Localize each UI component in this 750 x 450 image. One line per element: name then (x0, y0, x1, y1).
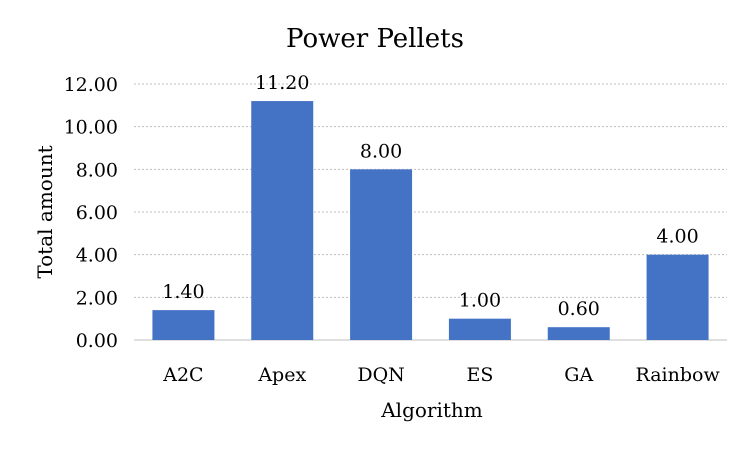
data-label: 8.00 (360, 140, 402, 162)
y-tick-label: 6.00 (76, 202, 118, 224)
y-tick-label: 8.00 (76, 159, 118, 181)
bar-rainbow (646, 254, 709, 340)
x-tick-label: A2C (162, 364, 203, 386)
data-label: 1.40 (162, 281, 204, 303)
y-tick-label: 0.00 (76, 330, 118, 352)
data-label: 1.00 (459, 290, 501, 312)
data-label: 4.00 (656, 226, 698, 248)
y-tick-label: 10.00 (64, 117, 118, 139)
chart-title: Power Pellets (286, 24, 464, 54)
x-tick-label: GA (564, 364, 593, 386)
bar-dqn (350, 169, 413, 340)
bar-apex (251, 101, 314, 340)
bar-es (448, 318, 511, 340)
x-tick-label: Rainbow (635, 364, 720, 386)
y-axis-ticks: 0.00 2.00 4.00 6.00 8.00 10.00 12.00 (64, 74, 118, 352)
y-tick-label: 12.00 (64, 74, 118, 96)
y-axis-label: Total amount (33, 145, 57, 278)
data-label: 0.60 (558, 298, 600, 320)
gridlines (134, 83, 727, 341)
x-tick-label: Apex (257, 364, 306, 386)
y-tick-label: 4.00 (76, 245, 118, 267)
bar-ga (547, 327, 610, 340)
x-axis-label: Algorithm (380, 398, 483, 422)
x-tick-label: DQN (357, 364, 404, 386)
x-axis-ticks: A2C Apex DQN ES GA Rainbow (162, 364, 720, 386)
bars (152, 101, 709, 340)
x-tick-label: ES (466, 364, 493, 386)
y-tick-label: 2.00 (76, 287, 118, 309)
data-labels: 1.40 11.20 8.00 1.00 0.60 4.00 (162, 72, 698, 320)
bar-a2c (152, 310, 215, 340)
data-label: 11.20 (255, 72, 309, 94)
